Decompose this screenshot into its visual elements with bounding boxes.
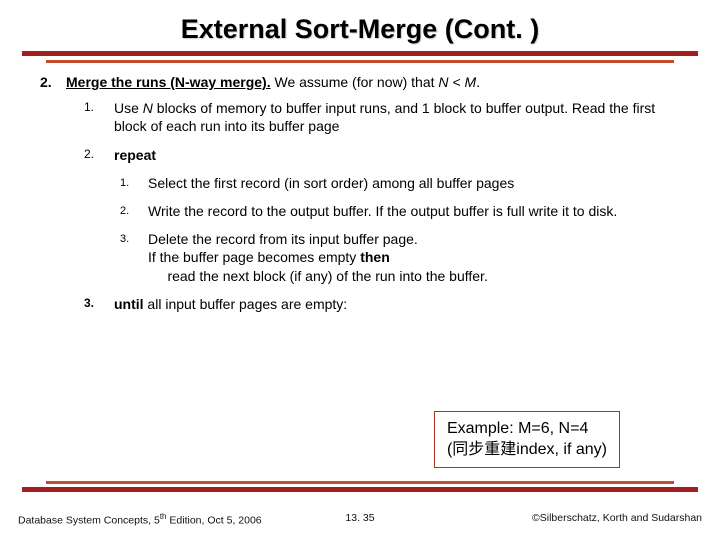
step-1-number: 1. bbox=[120, 174, 148, 192]
sub-2: 2. repeat bbox=[84, 146, 680, 164]
slide-title: External Sort-Merge (Cont. ) bbox=[28, 14, 692, 45]
item-2-text: Merge the runs (N-way merge). We assume … bbox=[66, 73, 680, 91]
content: 2. Merge the runs (N-way merge). We assu… bbox=[28, 73, 692, 313]
item-2: 2. Merge the runs (N-way merge). We assu… bbox=[40, 73, 680, 91]
footer-center: 13. 35 bbox=[345, 512, 374, 524]
example-line1: Example: M=6, N=4 bbox=[447, 418, 607, 440]
example-box: Example: M=6, N=4 (同步重建index, if any) bbox=[434, 411, 620, 468]
step-3-text: Delete the record from its input buffer … bbox=[148, 230, 680, 285]
step-1-text: Select the first record (in sort order) … bbox=[148, 174, 680, 192]
step-3-line1: Delete the record from its input buffer … bbox=[148, 231, 418, 247]
step-1: 1. Select the first record (in sort orde… bbox=[120, 174, 680, 192]
item-2-italic: N < M bbox=[438, 74, 476, 90]
footer-left-a: Database System Concepts, 5 bbox=[18, 514, 160, 526]
sub-3-number: 3. bbox=[84, 295, 114, 313]
top-rule-inner bbox=[46, 60, 674, 63]
item-2-heading: Merge the runs (N-way merge). bbox=[66, 74, 271, 90]
step-3: 3. Delete the record from its input buff… bbox=[120, 230, 680, 285]
footer-left-sup: th bbox=[160, 512, 167, 521]
sub-3: 3. until all input buffer pages are empt… bbox=[84, 295, 680, 313]
sub-1-n: N bbox=[143, 100, 153, 116]
sub-2-number: 2. bbox=[84, 146, 114, 164]
item-2-period: . bbox=[476, 74, 480, 90]
step-3-then: then bbox=[360, 249, 390, 265]
step-2-text: Write the record to the output buffer. I… bbox=[148, 202, 680, 220]
sub-1-b: blocks of memory to buffer input runs, a… bbox=[114, 100, 655, 134]
step-3-line3: read the next block (if any) of the run … bbox=[148, 268, 488, 284]
example-line2: (同步重建index, if any) bbox=[447, 439, 607, 461]
step-2-number: 2. bbox=[120, 202, 148, 220]
sub-1-number: 1. bbox=[84, 99, 114, 135]
step-3-number: 3. bbox=[120, 230, 148, 285]
footer-left: Database System Concepts, 5th Edition, O… bbox=[18, 512, 262, 527]
item-2-rest: We assume (for now) that bbox=[271, 74, 439, 90]
slide: External Sort-Merge (Cont. ) 2. Merge th… bbox=[0, 0, 720, 540]
top-rule-outer bbox=[22, 51, 698, 56]
bottom-rule-inner bbox=[46, 481, 674, 484]
sub-1: 1. Use N blocks of memory to buffer inpu… bbox=[84, 99, 680, 135]
sub-1-a: Use bbox=[114, 100, 143, 116]
footer-left-b: Edition, Oct 5, 2006 bbox=[167, 514, 262, 526]
footer-right: ©Silberschatz, Korth and Sudarshan bbox=[532, 512, 702, 527]
sub-3-until: until bbox=[114, 296, 144, 312]
bottom-rule-outer bbox=[22, 487, 698, 492]
sub-3-text: until all input buffer pages are empty: bbox=[114, 295, 680, 313]
item-2-number: 2. bbox=[40, 73, 66, 91]
sub-2-text: repeat bbox=[114, 146, 680, 164]
sub-1-text: Use N blocks of memory to buffer input r… bbox=[114, 99, 680, 135]
sub-3-rest: all input buffer pages are empty: bbox=[144, 296, 348, 312]
footer: Database System Concepts, 5th Edition, O… bbox=[0, 512, 720, 527]
step-3-line2a: If the buffer page becomes empty bbox=[148, 249, 360, 265]
step-2: 2. Write the record to the output buffer… bbox=[120, 202, 680, 220]
